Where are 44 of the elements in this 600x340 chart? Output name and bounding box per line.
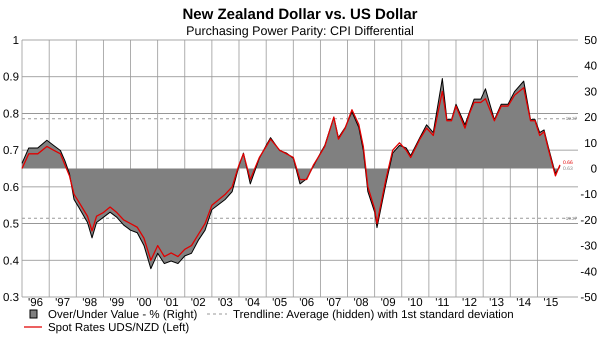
x-tick-label: '07 <box>326 297 342 309</box>
y-tick-label: 0.9 <box>3 72 19 84</box>
x-tick-label: '97 <box>55 297 70 309</box>
x-tick-label: '98 <box>82 297 98 309</box>
x-tick-label: '00 <box>136 297 152 309</box>
legend-label: Over/Under Value - % (Right) <box>48 309 198 321</box>
x-tick-label: '05 <box>272 297 288 309</box>
x-tick-label: '12 <box>462 297 478 309</box>
y2-tick-label: -50 <box>580 292 597 304</box>
x-tick-label: '08 <box>354 297 369 309</box>
y-tick-label: 0.5 <box>3 218 19 231</box>
x-tick-label: '09 <box>380 297 396 309</box>
y2-tick-label: -40 <box>580 266 597 278</box>
y2-tick-label: -20 <box>580 214 597 227</box>
y2-tick-label: 30 <box>584 86 597 98</box>
y-tick-label: 0.7 <box>3 145 19 158</box>
x-tick-label: '99 <box>109 297 124 309</box>
x-tick-label: '06 <box>299 297 314 309</box>
x-tick-label: '04 <box>245 297 261 309</box>
y-tick-label: 0.8 <box>3 108 19 120</box>
y2-tick-label: 0 <box>590 164 597 176</box>
y-tick-label: 0.4 <box>3 255 20 268</box>
y-tick-label: 1 <box>12 35 19 47</box>
x-tick-label: '03 <box>218 297 233 309</box>
x-tick-label: '01 <box>164 297 179 309</box>
y2-tick-label: 20 <box>584 112 597 124</box>
chart-subtitle: Purchasing Power Parity: CPI Differential <box>186 24 414 38</box>
y2-tick-label: 10 <box>584 138 597 150</box>
x-tick-label: '96 <box>28 297 44 309</box>
x-tick-label: '10 <box>408 297 423 309</box>
y2-tick-label: 50 <box>584 35 597 47</box>
x-tick-label: '14 <box>516 297 532 309</box>
y-tick-label: 0.3 <box>3 292 19 304</box>
text: Trendline: Average (hidden) with 1st standard deviation <box>233 309 514 321</box>
y2-tick-label: 40 <box>584 60 597 73</box>
y-tick-label: 0.6 <box>3 182 19 194</box>
x-tick-label: '15 <box>543 297 558 309</box>
x-tick-label: '13 <box>489 297 504 309</box>
chart-title: New Zealand Dollar vs. US Dollar <box>182 6 418 23</box>
x-tick-label: '02 <box>190 297 206 309</box>
legend-label: Spot Rates UDS/NZD (Left) <box>48 322 190 334</box>
y2-tick-label: -30 <box>580 240 597 253</box>
y2-tick-label: -10 <box>580 189 597 202</box>
x-tick-label: '11 <box>435 297 450 309</box>
